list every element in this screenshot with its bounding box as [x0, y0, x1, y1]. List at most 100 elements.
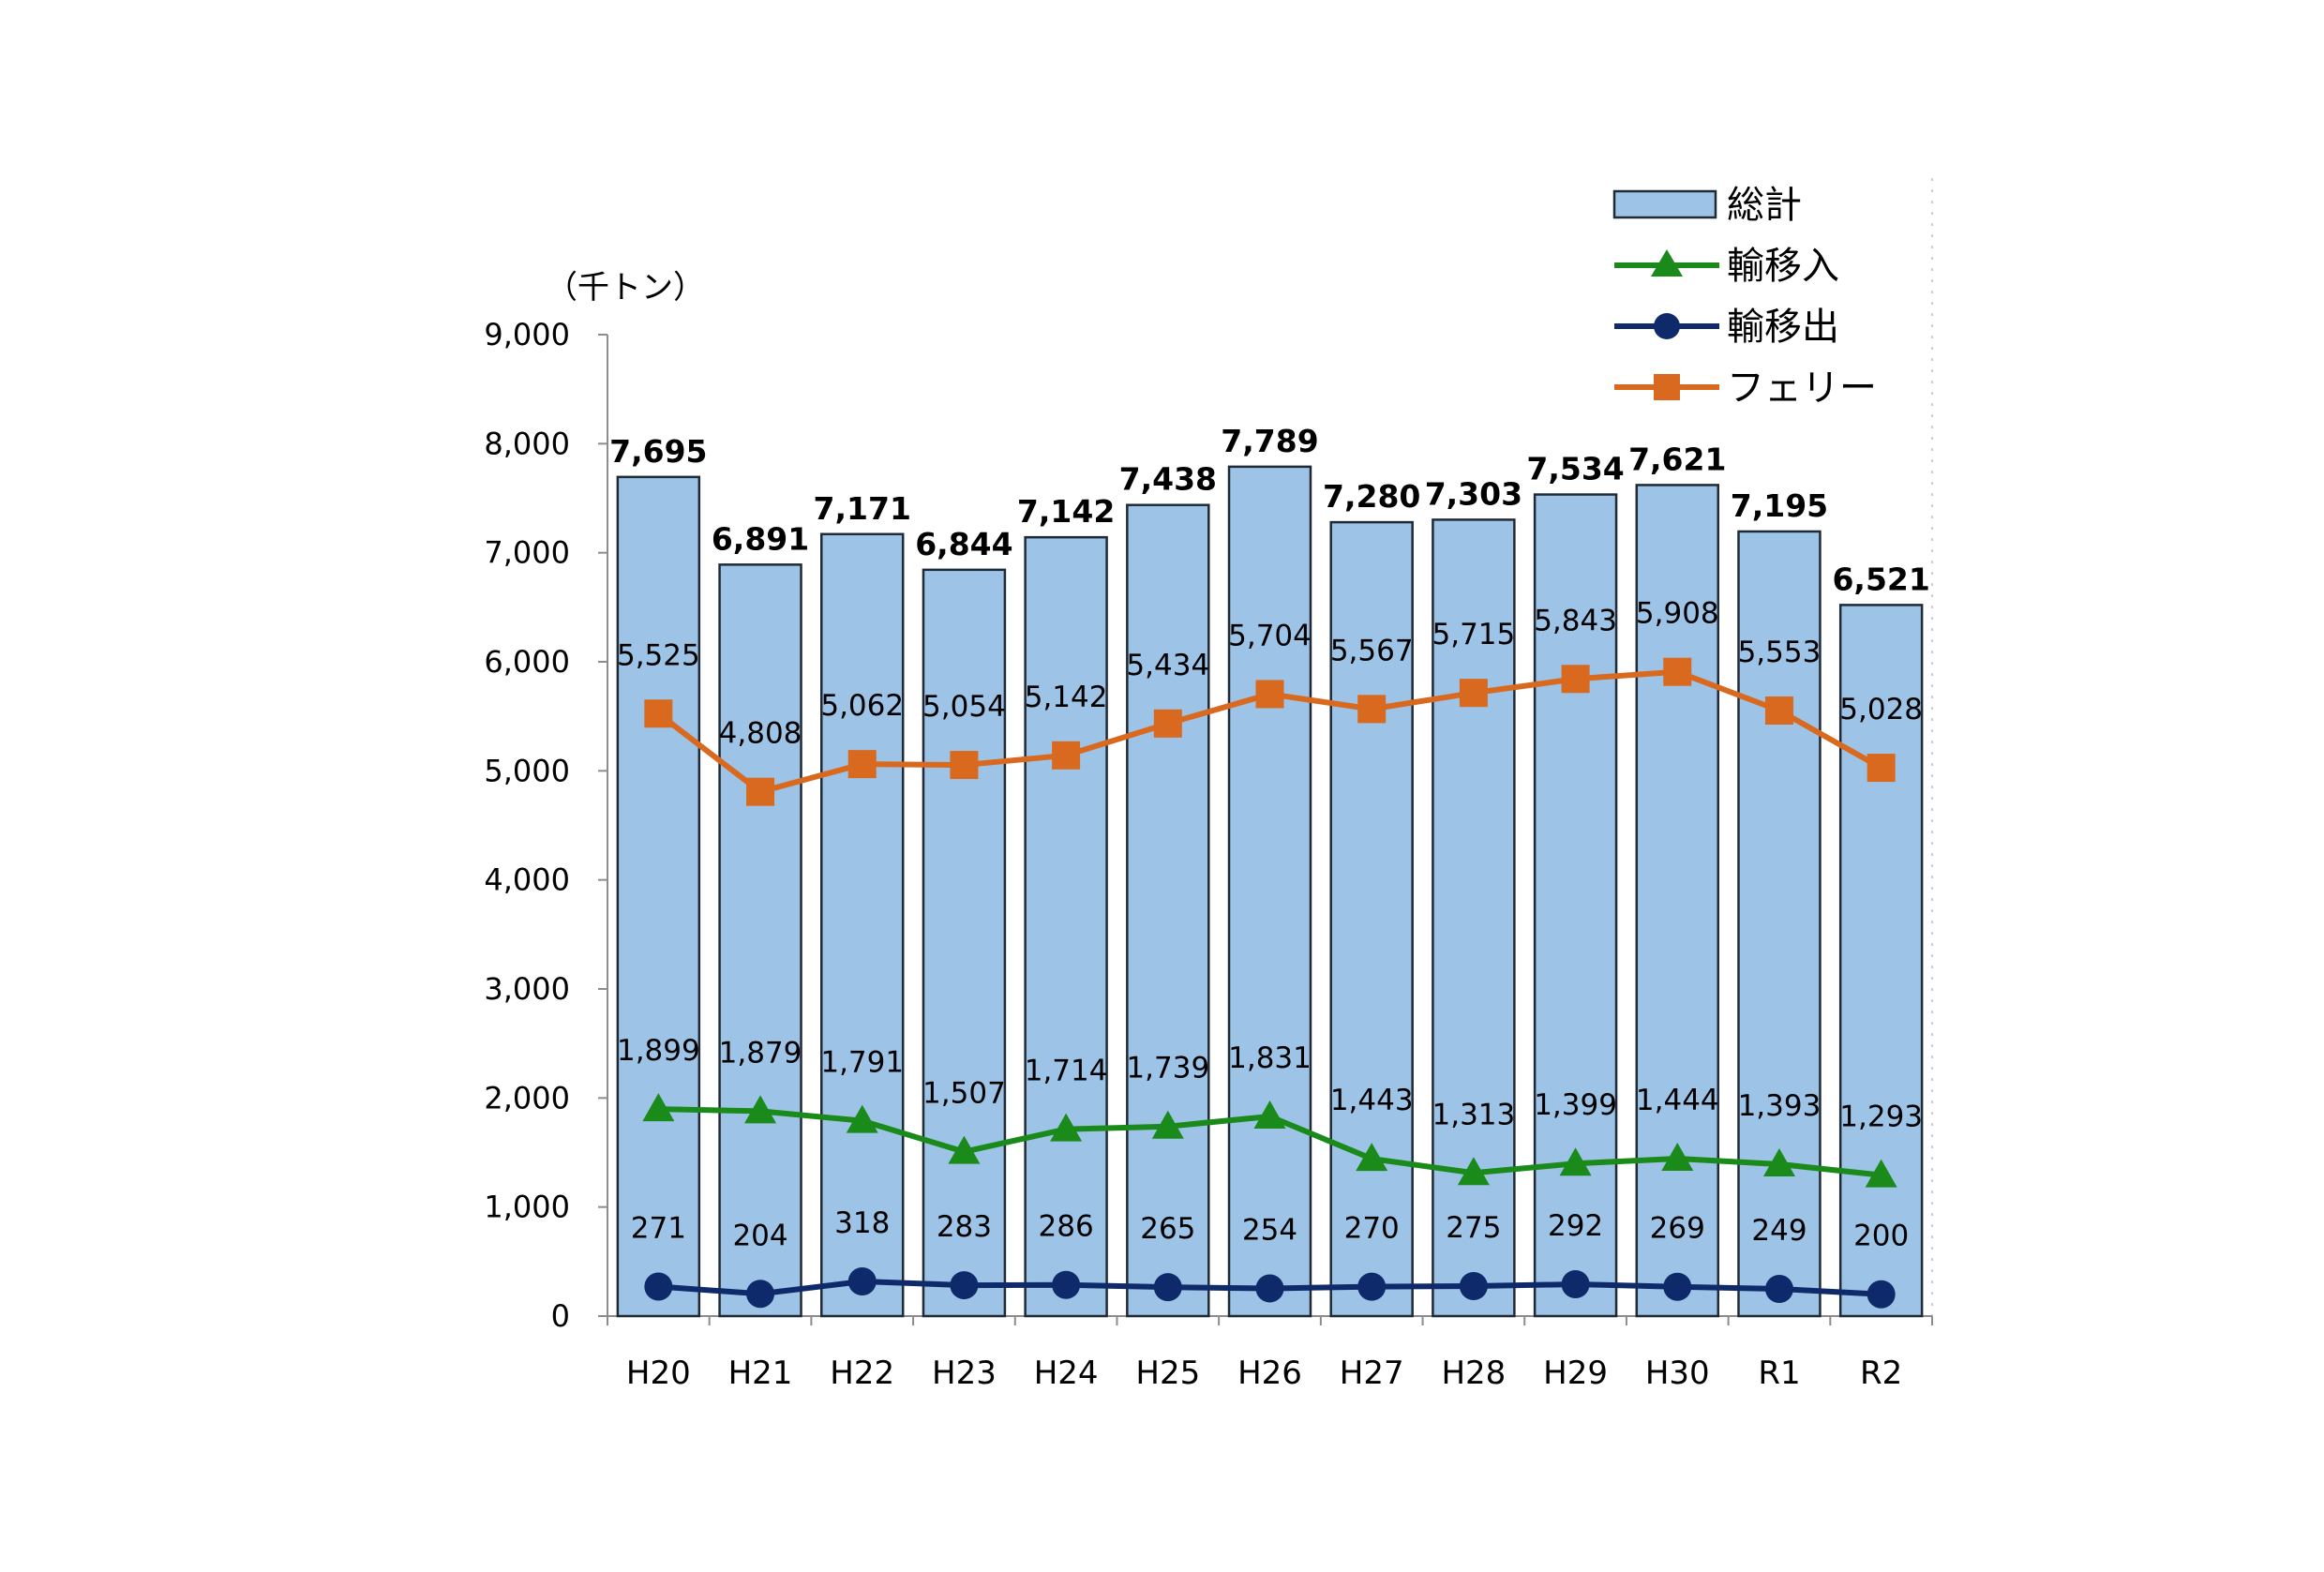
x-tick-label: R2 [1860, 1355, 1902, 1392]
circle-point [1663, 1272, 1692, 1301]
series-circle [644, 1267, 1896, 1309]
total-value-label: 7,789 [1221, 423, 1318, 459]
series-value-label: 1,444 [1636, 1084, 1719, 1117]
series-value-label: 5,434 [1126, 649, 1209, 682]
legend-label: 輸移出 [1727, 306, 1839, 349]
total-value-label: 7,142 [1017, 493, 1115, 530]
total-bar [616, 475, 701, 1318]
series-square [644, 657, 1896, 806]
total-bar [1329, 520, 1414, 1318]
total-bars [616, 465, 1924, 1318]
triangle-point [1356, 1143, 1388, 1172]
series-value-label: 1,443 [1330, 1084, 1414, 1117]
total-value-label: 7,621 [1628, 441, 1726, 477]
series-value-label: 286 [1039, 1210, 1094, 1244]
series-value-label: 5,908 [1636, 597, 1719, 631]
square-point [1561, 665, 1590, 694]
series-value-label: 1,791 [820, 1046, 904, 1080]
square-point [1153, 709, 1182, 738]
circle-point [1867, 1280, 1896, 1309]
x-tick-label: R1 [1758, 1355, 1800, 1392]
total-value-label: 7,303 [1425, 475, 1522, 512]
total-value-label: 6,521 [1832, 561, 1929, 597]
x-tick-label: H26 [1237, 1355, 1302, 1392]
series-value-label: 5,704 [1228, 619, 1312, 652]
series-value-label: 5,028 [1839, 693, 1923, 726]
series-value-label: 1,831 [1228, 1041, 1312, 1075]
total-bar [820, 532, 905, 1318]
square-point [644, 699, 673, 728]
line-series [642, 657, 1897, 1309]
series-value-label: 1,879 [719, 1036, 802, 1070]
series-value-label: 254 [1242, 1213, 1297, 1247]
circle-point [1357, 1272, 1387, 1301]
y-tick-label: 9,000 [484, 317, 570, 352]
circle-point [950, 1271, 979, 1300]
series-value-label: 5,553 [1738, 636, 1822, 669]
y-tick-label: 8,000 [484, 426, 570, 461]
legend-item: 輸移出 [1614, 306, 1839, 349]
y-tick-label: 4,000 [484, 862, 570, 898]
x-tick-label: H24 [1034, 1355, 1099, 1392]
x-tick-label: H25 [1135, 1355, 1200, 1392]
circle-point [644, 1272, 673, 1301]
total-bar [1838, 604, 1924, 1318]
total-value-label: 7,695 [609, 433, 707, 470]
series-value-label: 5,142 [1025, 681, 1108, 714]
legend-item: 輸移入 [1614, 245, 1839, 288]
series-value-label: 292 [1548, 1209, 1603, 1243]
total-bar [1126, 503, 1210, 1318]
total-bar [718, 563, 802, 1318]
triangle-point [1151, 1110, 1184, 1139]
legend-swatch-bar [1612, 189, 1717, 219]
total-value-label: 7,438 [1119, 461, 1217, 498]
series-value-label: 1,393 [1738, 1089, 1822, 1123]
legend-label: フェリー [1727, 367, 1877, 410]
x-tick-label: H27 [1340, 1355, 1404, 1392]
y-axis: 0 1,000 2,000 3,000 4,000 5,000 6,000 7,000 8,00… [484, 178, 1933, 1334]
y-tick-label: 6,000 [484, 644, 570, 680]
total-bar [1635, 484, 1719, 1318]
circle-point [847, 1267, 877, 1296]
series-value-label: 4,808 [719, 717, 802, 751]
legend-item: 総計 [1612, 184, 1802, 227]
series-value-label: 1,714 [1025, 1055, 1108, 1088]
series-value-label: 270 [1344, 1212, 1400, 1246]
total-value-label: 6,891 [712, 520, 809, 557]
triangle-point [1661, 1143, 1694, 1172]
x-tick-label: H29 [1543, 1355, 1608, 1392]
series-value-label: 1,507 [922, 1077, 1006, 1111]
circle-point [1459, 1272, 1488, 1301]
legend-circle-marker [1654, 313, 1680, 339]
y-tick-label: 1,000 [484, 1190, 570, 1225]
triangle-point [1457, 1157, 1490, 1186]
square-point [1052, 741, 1081, 770]
y-tick-label: 5,000 [484, 753, 570, 788]
total-bar [1227, 465, 1312, 1318]
triangle-point [1865, 1159, 1897, 1188]
x-tick-label: H20 [626, 1355, 691, 1392]
square-point [950, 751, 979, 780]
circle-point [1153, 1273, 1182, 1302]
legend-label: 輸移入 [1727, 245, 1839, 288]
total-bar [922, 568, 1007, 1318]
total-value-label: 7,171 [814, 490, 911, 527]
square-point [1663, 657, 1692, 686]
total-value-label: 7,534 [1526, 451, 1624, 487]
series-value-label: 271 [631, 1211, 686, 1245]
legend-item: フェリー [1614, 367, 1877, 410]
x-tick-label: H22 [830, 1355, 894, 1392]
series-value-label: 1,739 [1126, 1052, 1209, 1085]
circle-point [1052, 1270, 1081, 1299]
series-value-label: 1,399 [1534, 1088, 1617, 1122]
square-point [746, 777, 775, 806]
series-triangle [642, 1093, 1897, 1188]
triangle-point [1559, 1147, 1592, 1176]
series-value-label: 249 [1751, 1214, 1807, 1248]
triangle-point [1762, 1147, 1795, 1176]
square-point [847, 750, 877, 779]
x-tick-label: H28 [1441, 1355, 1506, 1392]
y-tick-label: 3,000 [484, 971, 570, 1007]
